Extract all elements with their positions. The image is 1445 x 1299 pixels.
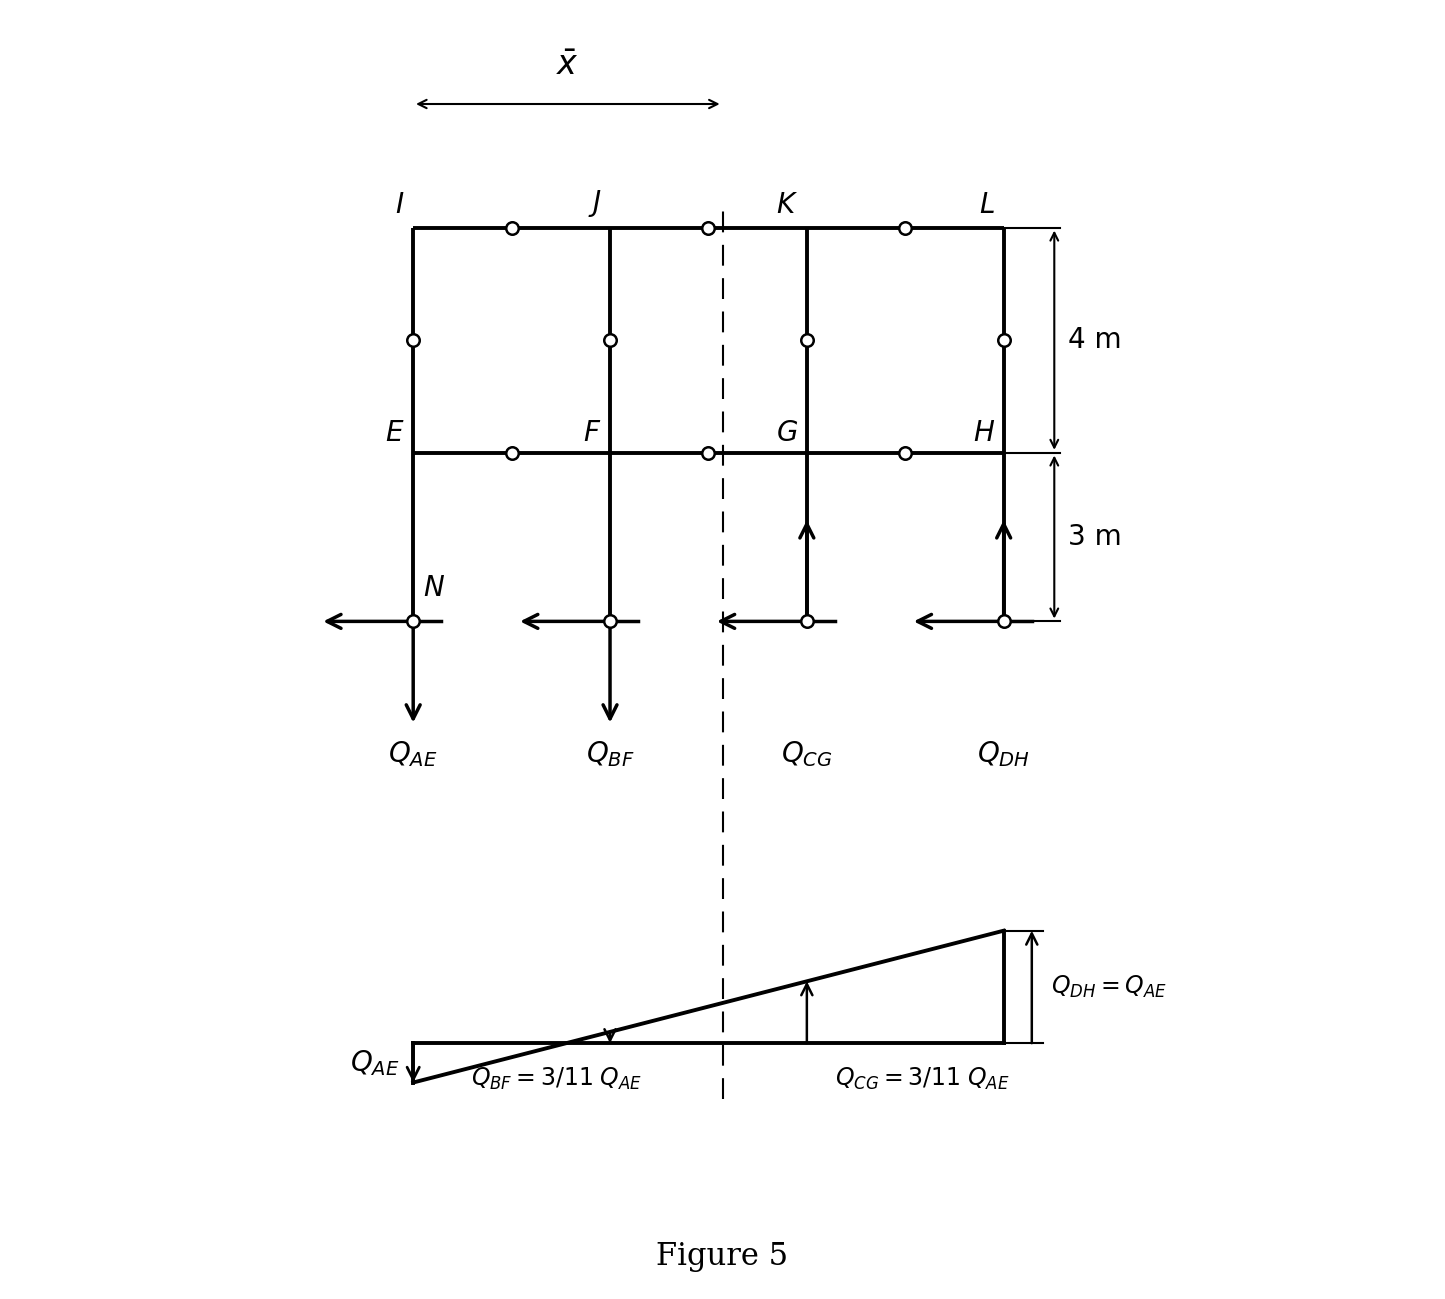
Text: $Q_{CG}=3/11\;Q_{AE}$: $Q_{CG}=3/11\;Q_{AE}$ — [835, 1065, 1010, 1092]
Text: $\mathit{K}$: $\mathit{K}$ — [776, 191, 799, 220]
Text: Figure 5: Figure 5 — [656, 1242, 789, 1272]
Text: $Q_{DH}$: $Q_{DH}$ — [977, 739, 1030, 769]
Text: $\bar{x}$: $\bar{x}$ — [556, 48, 579, 82]
Text: $Q_{AE}$: $Q_{AE}$ — [389, 739, 438, 769]
Text: $Q_{BF}$: $Q_{BF}$ — [585, 739, 634, 769]
Text: $\mathit{H}$: $\mathit{H}$ — [972, 420, 996, 447]
Text: $\mathit{I}$: $\mathit{I}$ — [396, 191, 405, 220]
Text: 3 m: 3 m — [1068, 523, 1123, 551]
Text: $\mathit{L}$: $\mathit{L}$ — [980, 191, 996, 220]
Text: $\mathit{J}$: $\mathit{J}$ — [588, 188, 601, 220]
Text: $Q_{AE}$: $Q_{AE}$ — [350, 1048, 399, 1078]
Text: 4 m: 4 m — [1068, 326, 1121, 355]
Text: $Q_{CG}$: $Q_{CG}$ — [782, 739, 832, 769]
Text: $\mathit{N}$: $\mathit{N}$ — [423, 574, 445, 601]
Text: $\mathit{G}$: $\mathit{G}$ — [776, 420, 799, 447]
Text: $Q_{BF}=3/11\;Q_{AE}$: $Q_{BF}=3/11\;Q_{AE}$ — [471, 1065, 642, 1092]
Text: $Q_{DH}=Q_{AE}$: $Q_{DH}=Q_{AE}$ — [1052, 974, 1168, 1000]
Text: $\mathit{F}$: $\mathit{F}$ — [584, 420, 601, 447]
Text: $\mathit{E}$: $\mathit{E}$ — [386, 420, 405, 447]
